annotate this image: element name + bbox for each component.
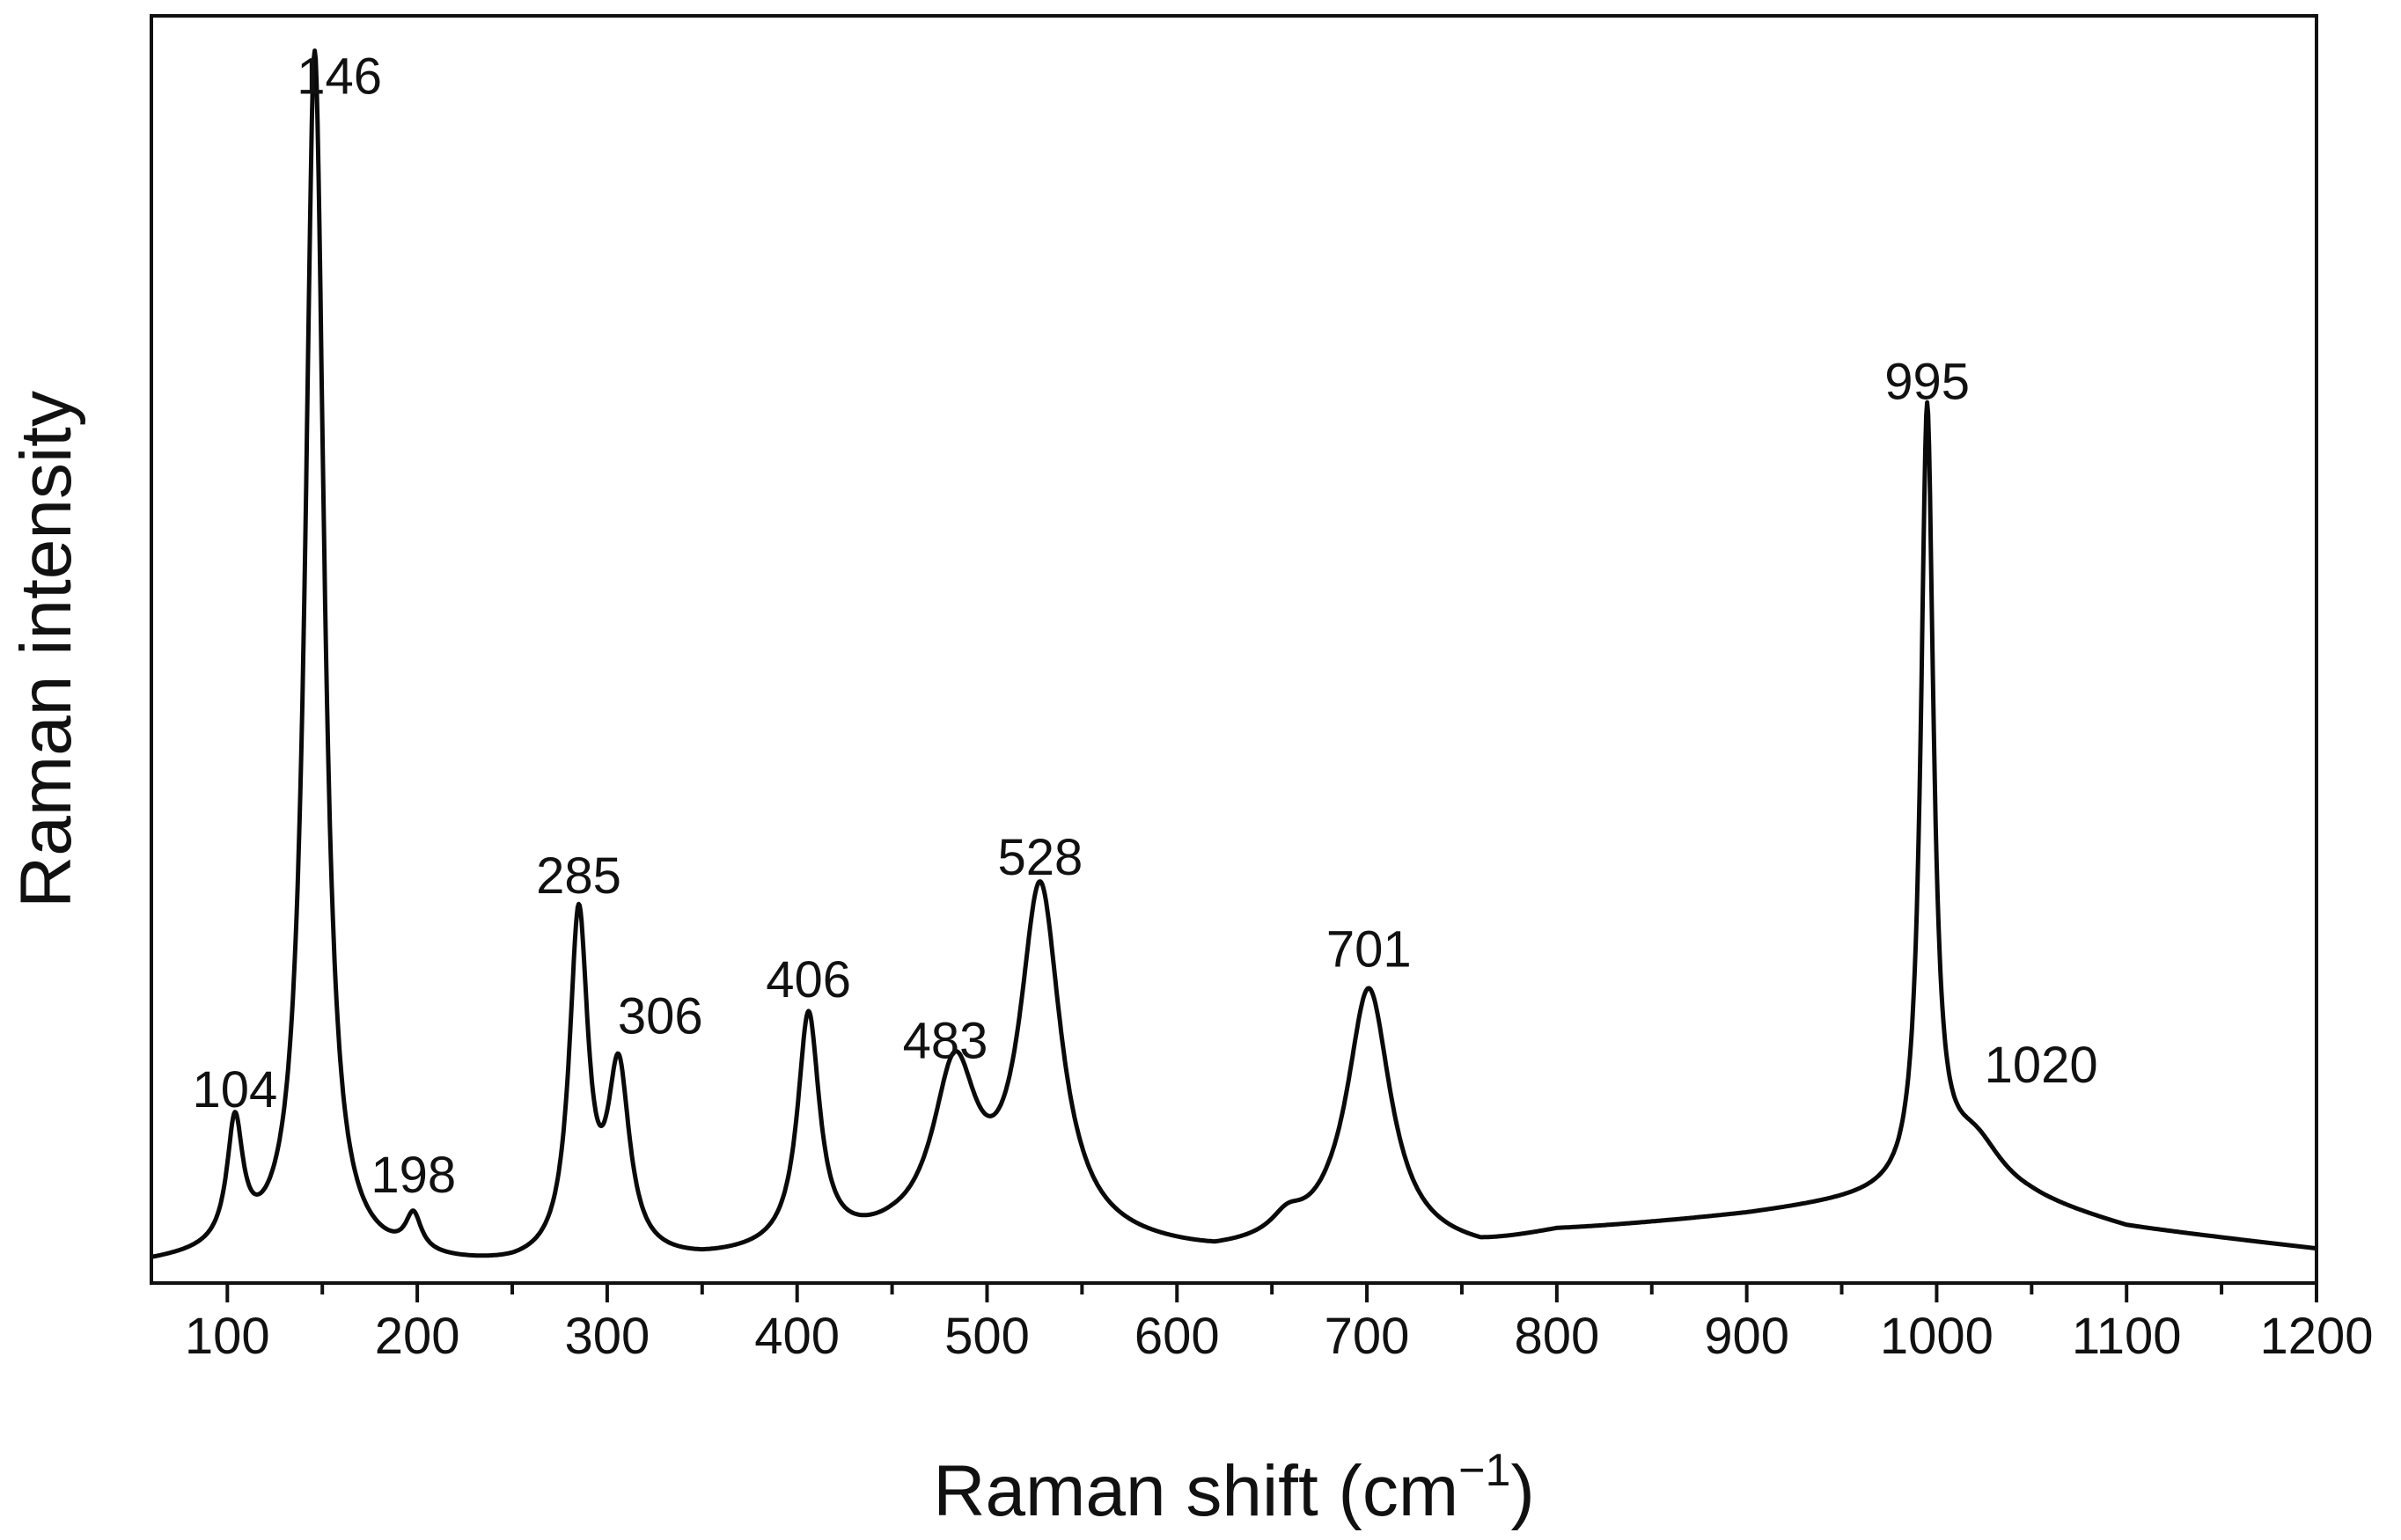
y-axis-title: Raman intensity — [6, 391, 86, 908]
x-tick-label: 700 — [1325, 1308, 1410, 1365]
spectrum-line — [150, 48, 2318, 1259]
peak-label: 104 — [193, 1061, 278, 1118]
x-tick-label: 1200 — [2259, 1308, 2373, 1365]
peak-label: 483 — [903, 1012, 988, 1069]
x-tick-label: 300 — [565, 1308, 650, 1365]
x-tick-label: 1000 — [1880, 1308, 1993, 1365]
x-tick-label: 800 — [1514, 1308, 1599, 1365]
peak-label: 1020 — [1985, 1037, 2098, 1094]
x-axis-title: Raman shift (cm−1) — [933, 1445, 1535, 1531]
x-axis-ticks — [225, 1283, 2318, 1302]
peak-label: 146 — [297, 48, 382, 106]
peak-labels: 104 146 198 285 306 406 483 528 701 995 1020 — [193, 48, 2098, 1204]
peak-label: 528 — [998, 829, 1083, 886]
x-tick-label: 1100 — [2072, 1308, 2182, 1365]
peak-label: 198 — [371, 1147, 456, 1204]
peak-label: 995 — [1884, 353, 1970, 410]
x-tick-label: 500 — [944, 1308, 1030, 1365]
peak-label: 306 — [618, 988, 703, 1045]
x-axis-tick-labels: 100 200 300 400 500 600 700 800 900 1000 1100 1200 — [185, 1308, 2374, 1365]
x-tick-label: 600 — [1134, 1308, 1220, 1365]
x-tick-label: 900 — [1704, 1308, 1789, 1365]
x-tick-label: 100 — [185, 1308, 270, 1365]
plot-area — [150, 48, 2318, 1259]
peak-label: 406 — [766, 951, 851, 1008]
peak-label: 701 — [1326, 920, 1412, 978]
peak-label: 285 — [536, 847, 621, 905]
x-tick-label: 400 — [754, 1308, 840, 1365]
x-tick-label: 200 — [375, 1308, 460, 1365]
plot-frame — [150, 14, 2318, 1285]
